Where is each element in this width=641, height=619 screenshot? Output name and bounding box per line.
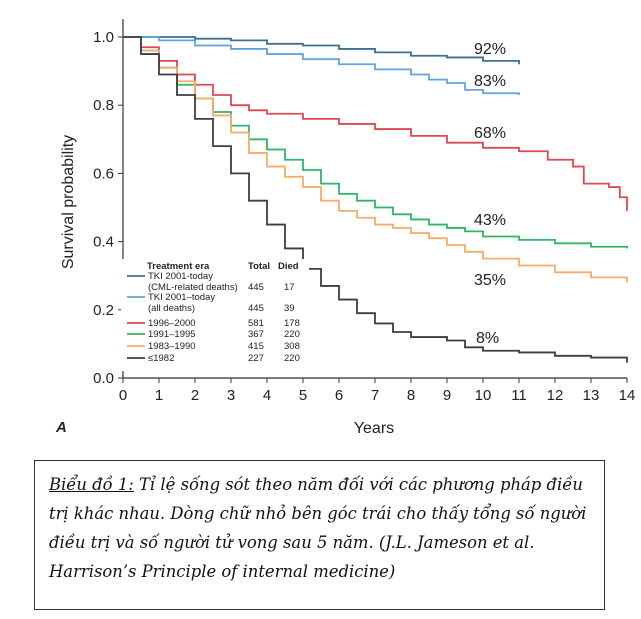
- x-tick-label: 10: [475, 387, 492, 404]
- legend-header-died: Died: [278, 261, 299, 272]
- x-tick-label: 5: [299, 387, 307, 404]
- y-axis-label: Survival probability: [60, 135, 77, 269]
- legend-name-3: 1991–1995: [148, 329, 196, 340]
- end-label-5: 8%: [476, 330, 499, 347]
- x-tick-label: 3: [227, 387, 235, 404]
- legend-died-0: 17: [284, 282, 295, 293]
- x-tick-label: 8: [407, 387, 415, 404]
- caption-text: Tỉ lệ sống sót theo năm đối với các phươ…: [49, 475, 587, 581]
- legend-died-1: 39: [284, 303, 295, 314]
- legend-background: [121, 259, 309, 371]
- x-tick-label: 9: [443, 387, 451, 404]
- x-tick-label: 1: [155, 387, 163, 404]
- y-tick-label: 0.6: [93, 165, 114, 182]
- legend-total-4: 415: [248, 341, 264, 352]
- legend-total-1: 445: [248, 303, 264, 314]
- end-label-3: 43%: [474, 212, 506, 229]
- legend-died-4: 308: [284, 341, 300, 352]
- legend-total-5: 227: [248, 353, 264, 364]
- legend-name-5: ≤1982: [148, 353, 174, 364]
- legend-name-0: TKI 2001-today: [148, 271, 213, 282]
- x-axis-label: Years: [354, 420, 394, 437]
- legend-died-5: 220: [284, 353, 300, 364]
- x-tick-label: 6: [335, 387, 343, 404]
- legend: Treatment era Total Died TKI 2001-today(CML…: [121, 259, 309, 371]
- end-label-4: 35%: [474, 272, 506, 289]
- legend-total-3: 367: [248, 329, 264, 340]
- x-tick-label: 14: [619, 387, 636, 404]
- figure-caption: Biểu đồ 1: Tỉ lệ sống sót theo năm đối v…: [34, 460, 605, 610]
- series-line-1: [123, 36, 520, 95]
- end-labels: 92% 83% 68% 43% 35% 8%: [474, 41, 506, 347]
- caption-title: Biểu đồ 1:: [49, 475, 134, 494]
- legend-name2-1: (all deaths): [148, 303, 195, 314]
- x-tick-label: 0: [119, 387, 127, 404]
- legend-died-2: 178: [284, 318, 300, 329]
- y-tick-label: 0.0: [93, 370, 114, 387]
- end-label-0: 92%: [474, 41, 506, 58]
- legend-name-4: 1983–1990: [148, 341, 196, 352]
- x-tick-label: 2: [191, 387, 199, 404]
- y-tick-label: 1.0: [93, 29, 114, 46]
- y-tick-label: 0.2: [93, 302, 114, 319]
- legend-total-0: 445: [248, 282, 264, 293]
- series-layer: [123, 36, 628, 363]
- legend-died-3: 220: [284, 329, 300, 340]
- end-label-2: 68%: [474, 125, 506, 142]
- series-line-2: [123, 36, 628, 211]
- y-tick-label: 0.8: [93, 97, 114, 114]
- panel-letter: A: [55, 419, 67, 436]
- x-tick-label: 4: [263, 387, 271, 404]
- x-tick-label: 12: [547, 387, 564, 404]
- x-tick-label: 13: [583, 387, 600, 404]
- end-label-1: 83%: [474, 73, 506, 90]
- x-tick-label: 7: [371, 387, 379, 404]
- legend-name-2: 1996–2000: [148, 318, 196, 329]
- legend-header-era: Treatment era: [147, 261, 210, 272]
- axes: 0 1 2 3 4 5 6 7 8 9 10 11 12 13 140.00.20.40.60.81.0: [93, 19, 635, 404]
- x-tick-label: 11: [511, 387, 527, 404]
- legend-name-1: TKI 2001–today: [148, 292, 215, 303]
- y-tick-label: 0.4: [93, 234, 114, 251]
- legend-total-2: 581: [248, 318, 264, 329]
- survival-chart: 0 1 2 3 4 5 6 7 8 9 10 11 12 13 140.00.20.40.60.81.0 9…: [55, 19, 635, 437]
- legend-header-total: Total: [248, 261, 270, 272]
- series-line-5: [123, 36, 628, 363]
- series-line-0: [123, 36, 520, 65]
- legend-name2-0: (CML-related deaths): [148, 282, 238, 293]
